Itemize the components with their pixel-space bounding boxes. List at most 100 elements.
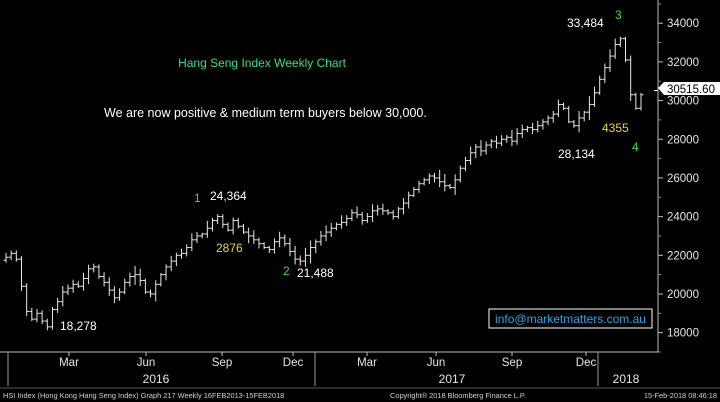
ohlc-bar: [96, 264, 102, 279]
ohlc-bar: [215, 214, 221, 225]
ohlc-bar: [261, 242, 267, 250]
ohlc-bar: [70, 279, 76, 293]
ohlc-bar: [271, 238, 277, 254]
ohlc-bar: [29, 307, 35, 322]
ohlc-bar: [55, 297, 61, 313]
ohlc-bar: [617, 36, 623, 48]
ohlc-bar: [122, 278, 128, 295]
annotation-low-2016: 18,278: [60, 319, 97, 333]
ohlc-bar: [607, 49, 613, 72]
ohlc-bar: [380, 203, 386, 215]
ohlc-bar: [230, 217, 236, 235]
ohlc-bar: [24, 283, 30, 317]
ohlc-bar: [256, 237, 262, 249]
ohlc-bar: [173, 252, 179, 267]
annotation-wave-1: 1: [194, 191, 201, 205]
ohlc-bar: [333, 222, 339, 231]
ohlc-bar: [60, 286, 66, 307]
ohlc-bar: [493, 135, 499, 149]
x-tick-label: Dec: [283, 357, 304, 369]
ohlc-bar: [535, 120, 541, 133]
x-tick-label: Sep: [212, 357, 232, 369]
ohlc-bar: [478, 140, 484, 157]
ohlc-bar: [431, 172, 437, 183]
ohlc-bar: [220, 214, 226, 229]
annotation-low-dec-2017: 28,134: [558, 147, 595, 161]
footer-right: 15-Feb-2018 08:46:18: [644, 391, 717, 400]
ohlc-bar: [509, 129, 515, 147]
ohlc-bar: [225, 222, 231, 232]
annotation-wave-2: 2: [283, 264, 290, 278]
ohlc-bar: [390, 209, 396, 220]
ohlc-bar: [592, 86, 598, 107]
y-tick-label: 30000: [667, 96, 699, 108]
ohlc-bar: [318, 230, 324, 246]
email-box[interactable]: info@marketmatters.com.au: [488, 308, 653, 329]
ohlc-bar: [421, 177, 427, 186]
y-tick-label: 18000: [667, 328, 699, 340]
ohlc-bar: [287, 238, 293, 257]
ohlc-bar: [462, 156, 468, 172]
ohlc-bar: [545, 115, 551, 126]
ohlc-bars: [3, 36, 658, 331]
year-label: 2018: [613, 372, 640, 386]
chart-title: Hang Seng Index Weekly Chart: [178, 56, 347, 70]
ohlc-bar: [540, 119, 546, 130]
ohlc-bar: [184, 244, 190, 257]
ohlc-bar: [86, 264, 92, 285]
chart-subtitle: We are now positive & medium term buyers…: [104, 106, 427, 120]
footer-middle: Copyright® 2018 Bloomberg Finance L.P.: [390, 391, 526, 400]
y-tick-label: 22000: [667, 250, 699, 262]
ohlc-bar: [566, 106, 572, 124]
y-tick-label: 34000: [667, 18, 699, 30]
annotation-high-2016: 24,364: [210, 189, 247, 203]
ohlc-bar: [235, 218, 241, 229]
ohlc-bar: [354, 206, 360, 219]
ohlc-bar: [101, 272, 107, 287]
ohlc-bar: [602, 63, 608, 84]
ohlc-bar: [385, 209, 391, 216]
ohlc-bar: [277, 231, 283, 248]
ohlc-bar: [437, 169, 443, 188]
ohlc-bar: [359, 212, 365, 225]
ohlc-bar: [111, 286, 117, 304]
ohlc-bar: [571, 119, 577, 128]
x-tick-label: Jun: [137, 357, 156, 369]
ohlc-bar: [308, 240, 314, 264]
year-label: 2016: [143, 372, 170, 386]
ohlc-bar: [483, 141, 489, 155]
ohlc-bar: [302, 247, 308, 267]
ohlc-bar: [137, 268, 143, 286]
ohlc-bar: [561, 102, 567, 111]
y-tick-label: 24000: [667, 212, 699, 224]
ohlc-bar: [344, 215, 350, 227]
y-tick-label: 28000: [667, 134, 699, 146]
ohlc-bar: [44, 318, 50, 331]
ohlc-bar: [339, 215, 345, 229]
y-tick-label: 26000: [667, 173, 699, 185]
ohlc-bar: [447, 183, 453, 190]
ohlc-bar: [488, 138, 494, 149]
ohlc-bar: [586, 96, 592, 120]
ohlc-bar: [349, 209, 355, 221]
email-link[interactable]: info@marketmatters.com.au: [495, 312, 646, 326]
ohlc-bar: [106, 277, 112, 296]
ohlc-bar: [8, 250, 14, 261]
ohlc-bar: [499, 135, 505, 147]
ohlc-bar: [80, 272, 86, 291]
ohlc-bar: [142, 278, 148, 294]
ohlc-bar: [204, 220, 210, 238]
x-axis-group: Mar Jun Sep Dec Mar Jun Sep Dec 2016 2017 2018: [7, 352, 640, 386]
ohlc-bar: [473, 143, 479, 159]
ohlc-bar: [266, 245, 272, 254]
ohlc-bar: [210, 218, 216, 232]
ohlc-bar: [158, 272, 164, 287]
ohlc-bar: [581, 110, 587, 122]
y-tick-label: 20000: [667, 289, 699, 301]
x-tick-label: Mar: [59, 357, 79, 369]
ohlc-bar: [426, 173, 432, 185]
ohlc-bar: [132, 265, 138, 285]
ohlc-bar: [375, 204, 381, 216]
ohlc-bar: [406, 191, 412, 209]
